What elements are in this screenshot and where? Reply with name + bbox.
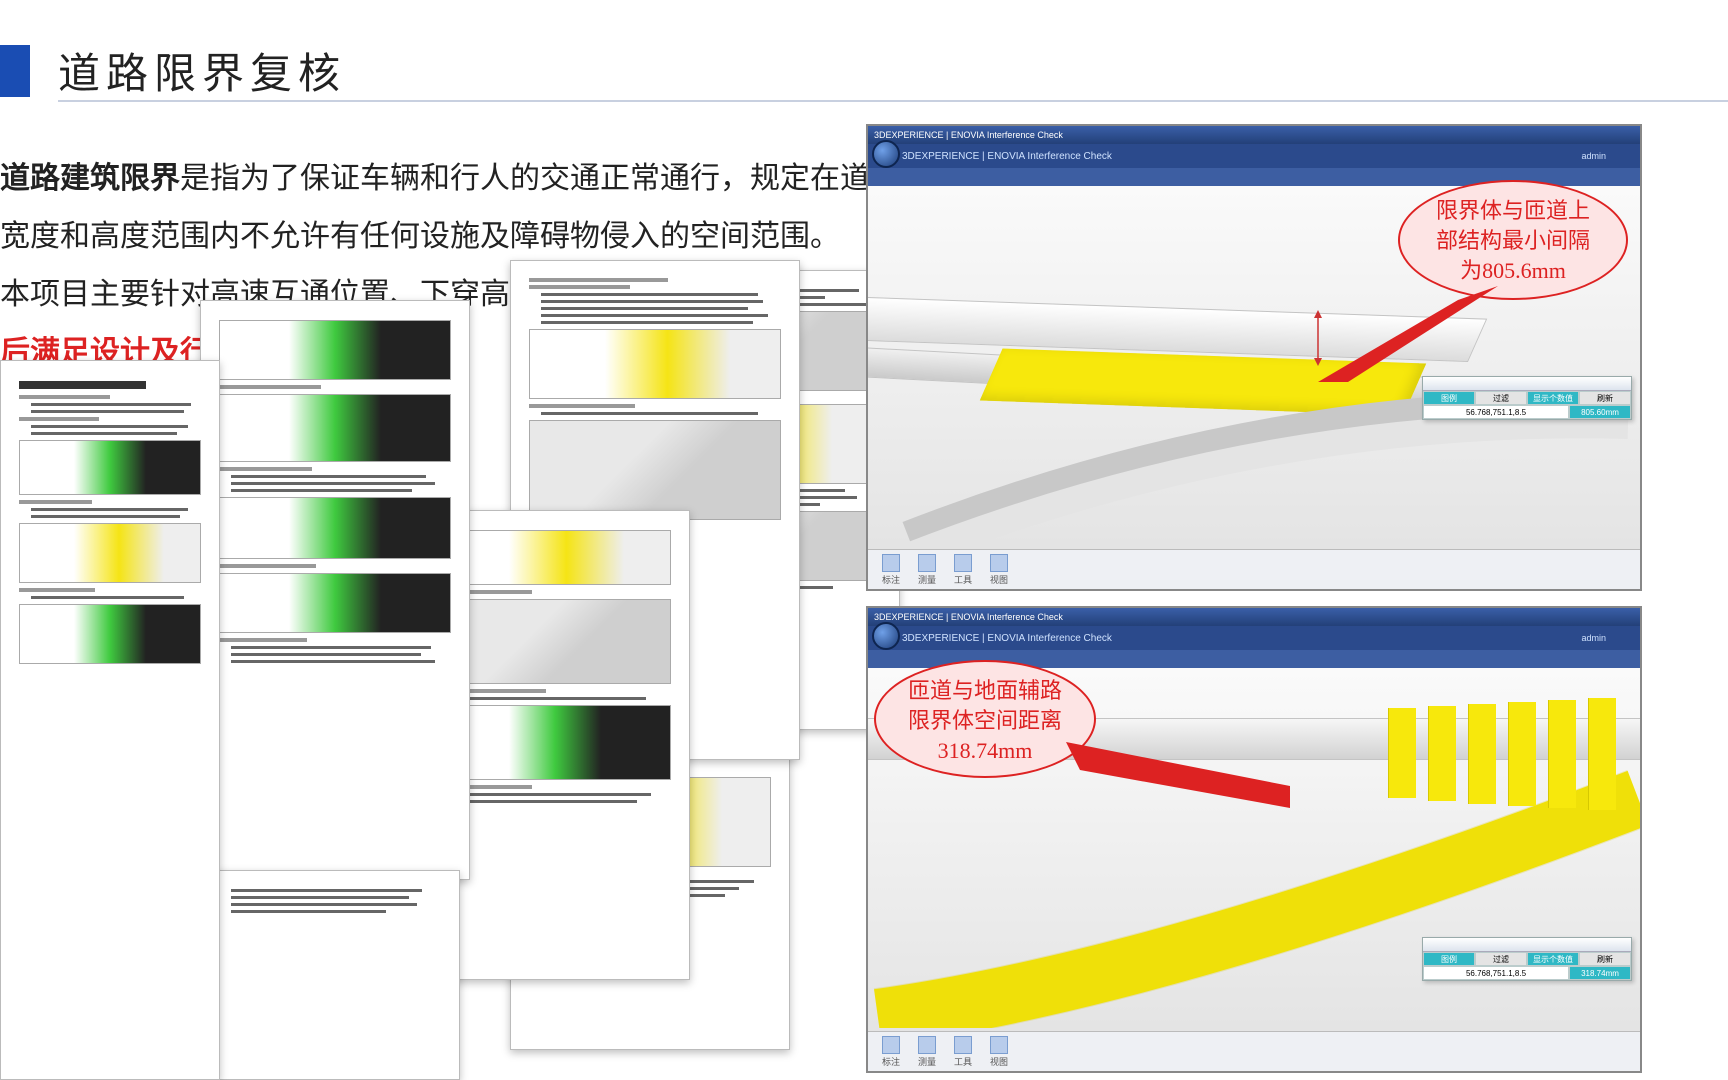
panel-header[interactable]: 显示个数值	[1527, 391, 1579, 405]
cad-menubar: 3DEXPERIENCE | ENOVIA Interference Check…	[868, 626, 1640, 650]
tool-button[interactable]: 工具	[954, 1036, 972, 1068]
cad-window-titlebar: 3DEXPERIENCE | ENOVIA Interference Check	[868, 608, 1640, 626]
panel-gap: 805.60mm	[1569, 405, 1631, 419]
report-page	[200, 870, 460, 1080]
app-logo-icon	[872, 140, 900, 168]
tool-button[interactable]: 工具	[954, 554, 972, 586]
cad-menubar: 3DEXPERIENCE | ENOVIA Interference Check…	[868, 144, 1640, 168]
title-underline	[58, 100, 1728, 102]
slide-title: 道路限界复核	[58, 40, 346, 101]
panel-value: 56.768,751.1,8.5	[1423, 405, 1569, 419]
panel-header[interactable]: 过滤	[1475, 952, 1527, 966]
callout-bubble-bottom: 匝道与地面辅路 限界体空间距离 318.74mm	[874, 660, 1096, 778]
app-name: 3DEXPERIENCE | ENOVIA Interference Check	[902, 633, 1112, 644]
panel-gap: 318.74mm	[1569, 966, 1631, 980]
report-page	[200, 300, 470, 880]
title-accent-block	[0, 45, 30, 97]
tool-button[interactable]: 视图	[990, 554, 1008, 586]
tool-button[interactable]: 测量	[918, 1036, 936, 1068]
callout-tail-bottom	[1066, 742, 1296, 822]
report-page	[0, 360, 220, 1080]
user-label: admin	[1581, 633, 1606, 643]
app-logo-icon	[872, 622, 900, 650]
panel-header[interactable]: 刷新	[1579, 952, 1631, 966]
tool-button[interactable]: 视图	[990, 1036, 1008, 1068]
callout-bubble-top: 限界体与匝道上 部结构最小间隔 为805.6mm	[1398, 180, 1628, 300]
panel-header[interactable]: 图例	[1423, 952, 1475, 966]
panel-header[interactable]: 过滤	[1475, 391, 1527, 405]
cad-window-titlebar: 3DEXPERIENCE | ENOVIA Interference Check	[868, 126, 1640, 144]
callout-tail-top	[1298, 286, 1498, 386]
report-page-stack	[0, 310, 1000, 1080]
cad-toolbar: 标注 测量 工具 视图	[868, 549, 1640, 589]
app-name: 3DEXPERIENCE | ENOVIA Interference Check	[902, 151, 1112, 162]
panel-value: 56.768,751.1,8.5	[1423, 966, 1569, 980]
panel-header[interactable]: 显示个数值	[1527, 952, 1579, 966]
panel-header[interactable]: 图例	[1423, 391, 1475, 405]
term-bold: 道路建筑限界	[0, 162, 180, 195]
slide-title-bar: 道路限界复核	[0, 40, 346, 101]
tool-button[interactable]: 标注	[882, 554, 900, 586]
user-label: admin	[1581, 151, 1606, 161]
tool-button[interactable]: 标注	[882, 1036, 900, 1068]
panel-header[interactable]: 刷新	[1579, 391, 1631, 405]
tool-button[interactable]: 测量	[918, 554, 936, 586]
measurement-panel[interactable]: 图例 过滤 显示个数值 刷新 56.768,751.1,8.5 318.74mm	[1422, 937, 1632, 981]
cad-toolbar: 标注 测量 工具 视图	[868, 1031, 1640, 1071]
